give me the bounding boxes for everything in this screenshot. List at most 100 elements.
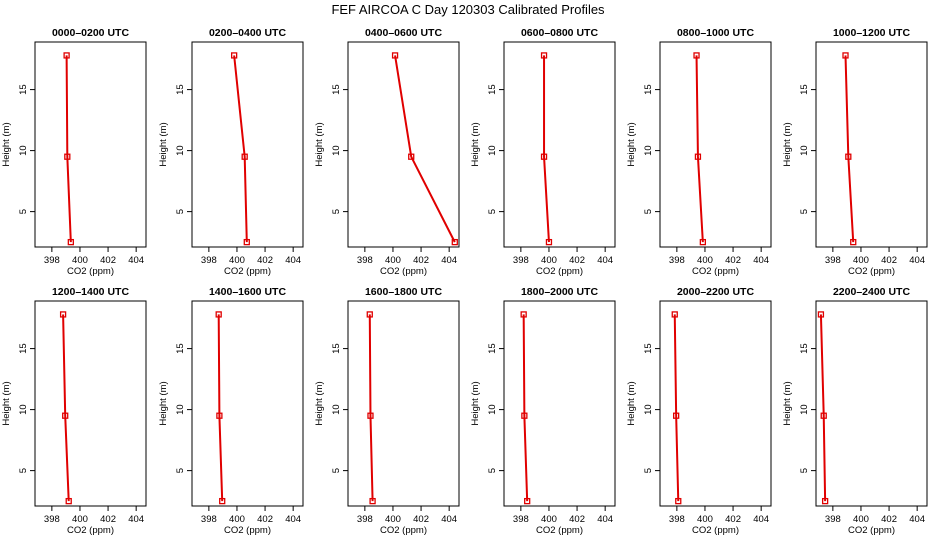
y-tick-label: 15 xyxy=(175,343,186,354)
co2-profile-line xyxy=(62,314,70,502)
x-tick-label: 400 xyxy=(853,514,869,525)
profile-panel: 0000–0200 UTC 398 400 402 404 CO2 (ppm) 5 10 15 H… xyxy=(1,27,147,277)
co2-data-point xyxy=(67,238,74,246)
plot-frame xyxy=(347,41,460,248)
x-tick-label: 404 xyxy=(753,255,769,266)
x-tick-label: 404 xyxy=(597,514,613,525)
figure-title: FEF AIRCOA C Day 120303 Calibrated Profi… xyxy=(331,2,605,17)
x-tick-label: 402 xyxy=(100,255,116,266)
y-tick-label: 15 xyxy=(331,84,342,95)
co2-profile-line xyxy=(522,314,529,502)
co2-profile-line xyxy=(673,314,680,502)
y-axis-label: Height (m) xyxy=(470,122,481,166)
co2-data-point xyxy=(391,52,399,59)
co2-data-point xyxy=(231,52,238,59)
co2-data-point xyxy=(521,412,528,419)
co2-data-point xyxy=(693,52,700,59)
x-axis-label: CO2 (ppm) xyxy=(380,266,427,277)
co2-profile-line xyxy=(695,55,704,243)
co2-profile-line xyxy=(217,314,224,502)
x-tick-label: 400 xyxy=(541,514,557,525)
y-tick-label: 10 xyxy=(643,145,654,156)
y-axis-label: Height (m) xyxy=(158,122,169,166)
profile-panel: 0600–0800 UTC 398 400 402 404 CO2 (ppm) 5 10 15 H… xyxy=(470,27,616,277)
profile-panel: 0200–0400 UTC 398 400 402 404 CO2 (ppm) 5 10 15 H… xyxy=(158,27,304,277)
x-tick-label: 398 xyxy=(357,255,373,266)
x-tick-label: 402 xyxy=(413,255,429,266)
x-axis-label: CO2 (ppm) xyxy=(224,266,271,277)
x-tick-label: 402 xyxy=(257,514,273,525)
plot-frame xyxy=(503,41,616,248)
x-tick-label: 402 xyxy=(725,514,741,525)
y-axis-label: Height (m) xyxy=(314,122,325,166)
co2-data-point xyxy=(408,153,415,160)
y-tick-label: 10 xyxy=(487,145,498,156)
x-axis-label: CO2 (ppm) xyxy=(692,266,739,277)
y-tick-label: 15 xyxy=(18,343,29,354)
y-tick-label: 15 xyxy=(643,343,654,354)
y-tick-label: 10 xyxy=(487,404,498,415)
co2-data-point xyxy=(369,497,376,505)
plot-frame xyxy=(34,41,147,248)
plot-frame xyxy=(815,41,928,248)
co2-profile-line xyxy=(844,55,855,243)
x-tick-label: 398 xyxy=(201,514,217,525)
profile-panel: 1600–1800 UTC 398 400 402 404 CO2 (ppm) 5 10 15 H… xyxy=(314,286,460,536)
x-tick-label: 402 xyxy=(881,255,897,266)
co2-profile-line xyxy=(394,55,456,243)
y-tick-label: 5 xyxy=(643,209,654,214)
profile-panel: 2200–2400 UTC 398 400 402 404 CO2 (ppm) 5 10 15 H… xyxy=(782,286,928,536)
co2-profile-line xyxy=(233,55,248,243)
panel-title: 1400–1600 UTC xyxy=(209,286,286,298)
co2-data-point xyxy=(850,238,857,246)
co2-data-point xyxy=(675,497,682,505)
co2-data-point xyxy=(673,412,680,419)
x-tick-label: 402 xyxy=(725,255,741,266)
panel-title: 1800–2000 UTC xyxy=(521,286,598,298)
y-tick-label: 15 xyxy=(643,84,654,95)
co2-profile-line xyxy=(368,314,374,502)
panel-title: 1600–1800 UTC xyxy=(365,286,442,298)
plot-frame xyxy=(659,300,772,507)
y-tick-label: 5 xyxy=(175,468,186,473)
y-tick-label: 5 xyxy=(18,209,29,214)
y-tick-label: 15 xyxy=(18,84,29,95)
co2-data-point xyxy=(62,412,69,419)
y-tick-label: 15 xyxy=(487,84,498,95)
y-tick-label: 5 xyxy=(643,468,654,473)
y-axis-label: Height (m) xyxy=(158,381,169,425)
y-tick-label: 15 xyxy=(799,84,810,95)
y-tick-label: 5 xyxy=(175,209,186,214)
x-tick-label: 398 xyxy=(669,514,685,525)
y-axis-label: Height (m) xyxy=(782,381,793,425)
x-axis-label: CO2 (ppm) xyxy=(848,266,895,277)
plot-frame xyxy=(659,41,772,248)
y-axis-label: Height (m) xyxy=(782,122,793,166)
x-axis-label: CO2 (ppm) xyxy=(848,525,895,536)
y-tick-label: 10 xyxy=(18,145,29,156)
y-axis-label: Height (m) xyxy=(626,122,637,166)
co2-data-point xyxy=(366,311,373,318)
co2-profile-line xyxy=(65,55,72,243)
y-axis-label: Height (m) xyxy=(314,381,325,425)
y-tick-label: 5 xyxy=(331,468,342,473)
y-axis-label: Height (m) xyxy=(626,381,637,425)
panel-title: 0400–0600 UTC xyxy=(365,27,442,39)
x-axis-label: CO2 (ppm) xyxy=(67,266,114,277)
x-axis-label: CO2 (ppm) xyxy=(536,266,583,277)
panel-title: 0600–0800 UTC xyxy=(521,27,598,39)
x-tick-label: 404 xyxy=(128,255,144,266)
plot-frame xyxy=(191,300,304,507)
x-tick-label: 404 xyxy=(597,255,613,266)
co2-data-point xyxy=(524,497,531,505)
plot-frame xyxy=(815,300,928,507)
x-tick-label: 402 xyxy=(257,255,273,266)
co2-data-point xyxy=(821,497,829,505)
profile-panel: 1400–1600 UTC 398 400 402 404 CO2 (ppm) 5 10 15 H… xyxy=(158,286,304,536)
co2-data-point xyxy=(540,153,548,160)
x-tick-label: 404 xyxy=(441,255,457,266)
co2-data-point xyxy=(520,311,527,318)
y-tick-label: 10 xyxy=(18,404,29,415)
co2-data-point xyxy=(540,52,548,59)
y-tick-label: 10 xyxy=(799,145,810,156)
